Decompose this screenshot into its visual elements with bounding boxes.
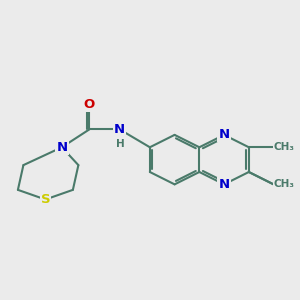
Text: O: O <box>84 98 95 111</box>
Text: H: H <box>116 139 124 149</box>
Text: S: S <box>40 193 50 206</box>
Text: N: N <box>56 141 68 154</box>
Text: CH₃: CH₃ <box>274 179 295 189</box>
Text: N: N <box>114 123 125 136</box>
Text: N: N <box>218 128 230 141</box>
Text: N: N <box>218 178 230 191</box>
Text: CH₃: CH₃ <box>274 142 295 152</box>
